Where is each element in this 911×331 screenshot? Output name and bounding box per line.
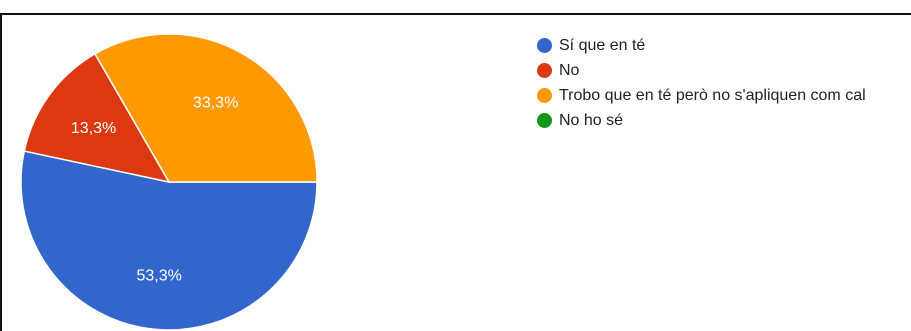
legend-swatch-icon	[537, 113, 552, 128]
pie-slice-0[interactable]	[20, 150, 318, 331]
legend-swatch-icon	[537, 88, 552, 103]
slice-label-1: 13,3%	[71, 120, 116, 137]
legend-item-0[interactable]: Sí que en té	[537, 34, 907, 57]
pie-slice-1[interactable]	[23, 52, 171, 184]
legend-swatch-icon	[537, 38, 552, 53]
legend-label: Sí que en té	[559, 37, 646, 54]
legend-label: No ho sé	[559, 112, 624, 129]
slice-label-2: 33,3%	[193, 94, 238, 111]
legend-item-2[interactable]: Trobo que en té però no s'apliquen com c…	[537, 84, 907, 107]
legend-swatch-icon	[537, 63, 552, 78]
legend-item-1[interactable]: No	[537, 59, 907, 82]
legend: Sí que en té No Trobo que en té però no s'…	[537, 34, 907, 134]
legend-label: Trobo que en té però no s'apliquen com c…	[559, 87, 866, 104]
pie-slice-2[interactable]	[93, 33, 318, 183]
legend-label: No	[559, 62, 580, 79]
slice-label-0: 53,3%	[137, 268, 182, 285]
legend-item-3[interactable]: No ho sé	[537, 109, 907, 132]
